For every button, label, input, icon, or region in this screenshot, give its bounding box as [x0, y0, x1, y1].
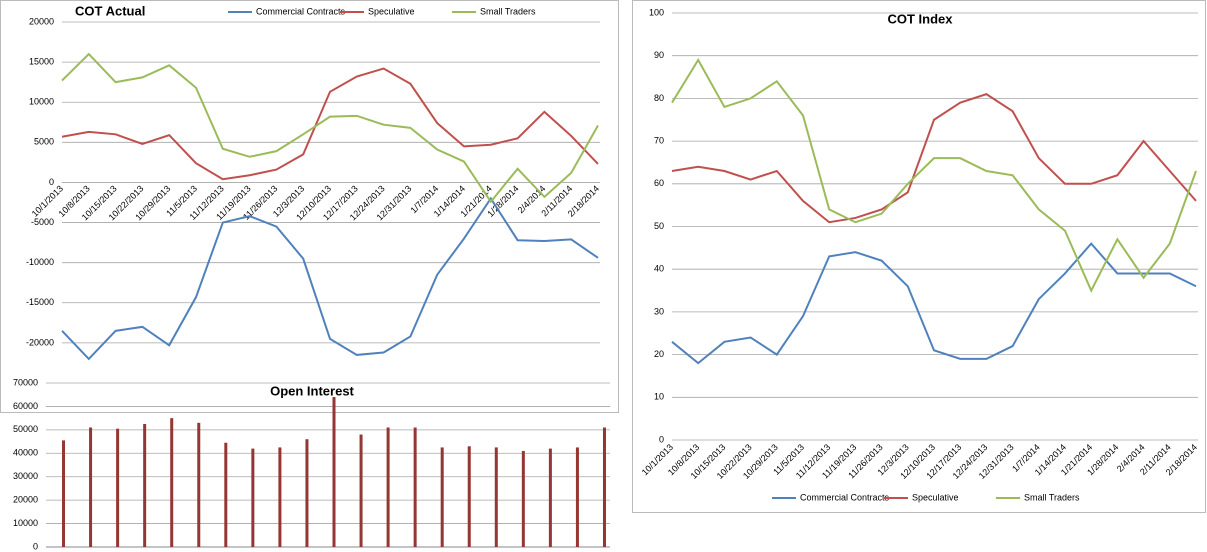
y-tick-label: 15000	[29, 56, 54, 66]
bar	[413, 427, 417, 547]
y-tick-label: 60	[654, 178, 664, 188]
bar	[278, 447, 282, 547]
series-line	[671, 57, 1197, 293]
bar	[143, 424, 147, 547]
bar	[386, 427, 390, 547]
legend-label: Speculative	[912, 492, 959, 502]
bar	[305, 439, 309, 547]
y-tick-label: 40000	[13, 448, 38, 458]
bar	[440, 447, 444, 547]
series-line	[671, 93, 1197, 224]
y-tick-label: 90	[654, 50, 664, 60]
bar	[494, 447, 498, 547]
series-line	[61, 52, 599, 204]
bar	[521, 450, 525, 547]
legend-label: Commercial Contracts	[800, 492, 890, 502]
y-tick-label: 50	[654, 221, 664, 231]
y-tick-label: -10000	[26, 257, 54, 267]
y-tick-label: 40	[654, 264, 664, 274]
y-tick-label: 0	[49, 177, 54, 187]
y-tick-label: 70	[654, 135, 664, 145]
legend-label: Small Traders	[1024, 492, 1080, 502]
series-line	[671, 242, 1197, 365]
y-tick-label: 5000	[34, 137, 54, 147]
chart-title: COT Actual	[75, 3, 145, 18]
bar	[62, 440, 66, 547]
bar	[116, 428, 120, 547]
bar	[197, 422, 201, 547]
bar	[575, 447, 579, 547]
y-tick-label: 100	[649, 7, 664, 17]
series-line	[61, 196, 599, 361]
y-tick-label: -5000	[31, 217, 54, 227]
panel	[632, 0, 1206, 513]
y-tick-label: 20000	[29, 16, 54, 26]
y-tick-label: 50000	[13, 424, 38, 434]
bar	[359, 434, 363, 547]
y-tick-label: 0	[33, 541, 38, 551]
legend-label: Small Traders	[480, 6, 536, 16]
y-tick-label: 10000	[29, 97, 54, 107]
y-tick-label: 70000	[13, 377, 38, 387]
bar	[224, 442, 228, 547]
y-tick-label: 30	[654, 306, 664, 316]
chart-title: Open Interest	[270, 383, 354, 398]
bar	[332, 397, 336, 547]
bar	[170, 418, 174, 547]
y-tick-label: 30000	[13, 471, 38, 481]
series-line	[61, 67, 599, 181]
y-tick-label: 10	[654, 392, 664, 402]
bar	[251, 448, 255, 547]
y-tick-label: 20000	[13, 495, 38, 505]
bar	[602, 427, 606, 547]
legend-label: Speculative	[368, 6, 415, 16]
y-tick-label: -20000	[26, 337, 54, 347]
y-tick-label: -15000	[26, 297, 54, 307]
bar	[548, 448, 552, 547]
legend-label: Commercial Contracts	[256, 6, 346, 16]
y-tick-label: 0	[659, 434, 664, 444]
y-tick-label: 10000	[13, 518, 38, 528]
y-tick-label: 60000	[13, 401, 38, 411]
bar	[89, 427, 93, 547]
y-tick-label: 20	[654, 349, 664, 359]
chart-title: COT Index	[887, 11, 953, 26]
y-tick-label: 80	[654, 93, 664, 103]
bar	[467, 446, 471, 547]
